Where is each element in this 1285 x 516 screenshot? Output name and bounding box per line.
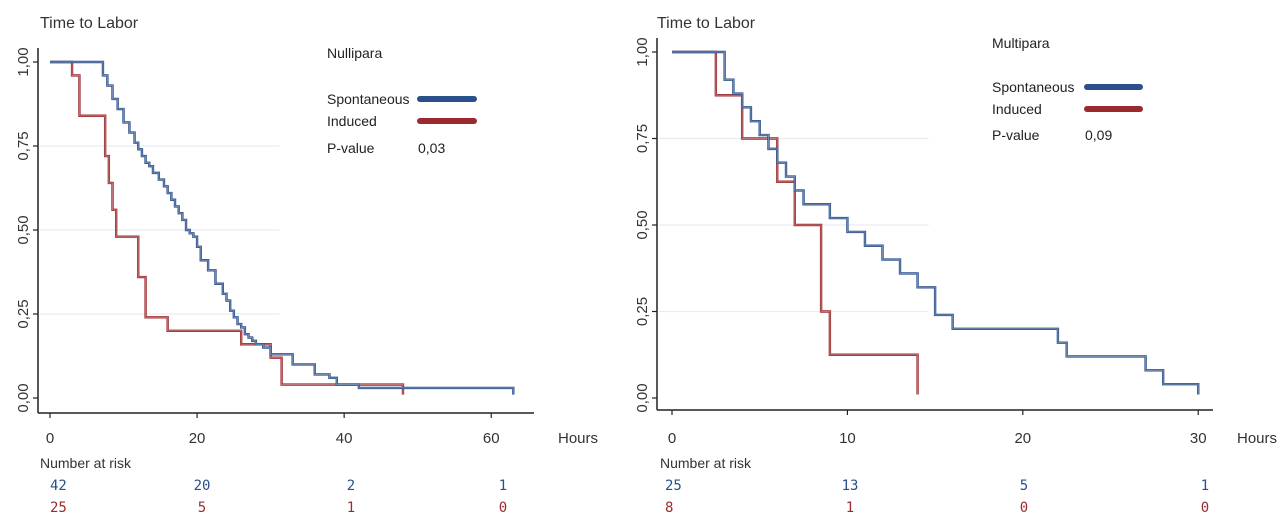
x-tick-label: 60 xyxy=(483,430,500,447)
legend: Nullipara Spontaneous Induced P-value 0,… xyxy=(327,45,477,156)
series-line-induced xyxy=(50,60,405,395)
y-tick-label: 0,00 xyxy=(634,383,651,412)
y-tick-label: 1,00 xyxy=(15,47,32,76)
series-line-spontaneous xyxy=(50,60,515,395)
x-tick-label: 20 xyxy=(1014,430,1031,447)
chart-title: Time to Labor xyxy=(40,15,139,32)
risk-count-induced: 5 xyxy=(198,500,206,516)
series-highlight-spontaneous xyxy=(50,61,514,395)
chart-nullipara: Time to Labor 0,000,250,500,751,00 0 20 40… xyxy=(15,15,598,516)
risk-count-induced: 0 xyxy=(499,500,507,516)
risk-count-spontaneous: 1 xyxy=(499,478,507,494)
x-tick-label: 40 xyxy=(336,430,353,447)
risk-count-induced: 8 xyxy=(665,500,673,516)
gridlines xyxy=(40,145,280,315)
x-tick-label: 20 xyxy=(189,430,206,447)
x-tick-labels: 0 10 20 30 xyxy=(668,410,1207,447)
x-tick-label: 0 xyxy=(46,430,54,447)
pvalue-label: P-value xyxy=(992,127,1040,143)
legend-label-spontaneous: Spontaneous xyxy=(327,91,410,107)
y-tick-labels: 0,00 0,25 0,50 0,75 1,00 xyxy=(15,47,38,413)
y-tick-label: 0,75 xyxy=(15,131,32,160)
legend-title: Multipara xyxy=(992,35,1050,51)
pvalue-value: 0,03 xyxy=(418,140,445,156)
number-at-risk-label: Number at risk xyxy=(40,455,132,471)
y-tick-label: 0,00 xyxy=(15,383,32,412)
survival-curves xyxy=(50,60,515,395)
x-tick-labels: 0 20 40 60 xyxy=(46,413,500,447)
chart-title: Time to Labor xyxy=(657,15,756,32)
y-tick-labels: 0,00 0,25 0,50 0,75 1,00 xyxy=(634,37,657,413)
risk-count-induced: 0 xyxy=(1201,500,1209,516)
y-tick-label: 0,50 xyxy=(15,215,32,244)
y-tick-label: 0,75 xyxy=(634,124,651,153)
series-highlight-spontaneous xyxy=(672,51,1199,395)
pvalue-value: 0,09 xyxy=(1085,127,1112,143)
chart-multipara: Time to Labor 0,000,250,500,751,00 0 10 20… xyxy=(634,15,1277,516)
risk-count-spontaneous: 25 xyxy=(665,478,682,494)
risk-count-spontaneous: 42 xyxy=(50,478,67,494)
series-highlight-induced xyxy=(50,61,404,395)
x-tick-label: 10 xyxy=(839,430,856,447)
risk-count-spontaneous: 20 xyxy=(194,478,211,494)
risk-count-induced: 25 xyxy=(50,500,67,516)
series-line-spontaneous xyxy=(672,50,1200,395)
pvalue-label: P-value xyxy=(327,140,375,156)
x-tick-label: 0 xyxy=(668,430,676,447)
risk-count-induced: 1 xyxy=(347,500,355,516)
series-highlight-induced xyxy=(672,51,919,395)
risk-count-spontaneous: 2 xyxy=(347,478,355,494)
risk-count-spontaneous: 13 xyxy=(842,478,859,494)
legend-title: Nullipara xyxy=(327,45,382,61)
risk-count-induced: 0 xyxy=(1020,500,1028,516)
x-axis-label: Hours xyxy=(558,430,598,447)
y-tick-label: 0,25 xyxy=(634,297,651,326)
legend-label-induced: Induced xyxy=(992,101,1042,117)
x-tick-label: 30 xyxy=(1190,430,1207,447)
survival-curves xyxy=(672,50,1200,395)
legend-label-induced: Induced xyxy=(327,113,377,129)
y-tick-label: 0,50 xyxy=(634,210,651,239)
risk-count-spontaneous: 1 xyxy=(1201,478,1209,494)
number-at-risk-label: Number at risk xyxy=(660,455,752,471)
x-axis-label: Hours xyxy=(1237,430,1277,447)
legend: Multipara Spontaneous Induced P-value 0,… xyxy=(992,35,1143,143)
number-at-risk-table: 42 20 2 1 25 5 1 0 xyxy=(50,478,507,516)
risk-count-induced: 1 xyxy=(846,500,854,516)
legend-label-spontaneous: Spontaneous xyxy=(992,79,1075,95)
y-tick-label: 0,25 xyxy=(15,299,32,328)
y-tick-label: 1,00 xyxy=(634,37,651,66)
risk-count-spontaneous: 5 xyxy=(1020,478,1028,494)
number-at-risk-table: 25 13 5 1 8 1 0 0 xyxy=(665,478,1209,516)
